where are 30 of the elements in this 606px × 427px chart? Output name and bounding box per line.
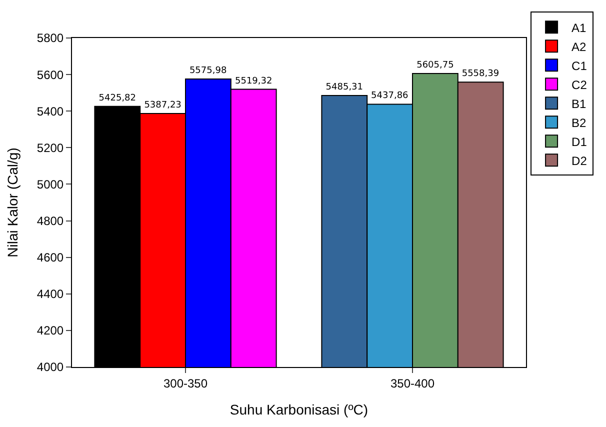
- x-tick-label: 300-350: [163, 376, 208, 390]
- y-tick-label: 4200: [36, 324, 64, 338]
- data-label: 5558,39: [462, 69, 500, 80]
- data-label: 5575,98: [189, 66, 227, 76]
- y-tick-label: 4400: [36, 287, 64, 302]
- y-tick-label: 5600: [36, 68, 64, 82]
- y-tick-label: 4000: [36, 360, 64, 374]
- data-label: 5485,31: [326, 82, 364, 93]
- legend-label: A2: [572, 40, 587, 54]
- legend-label: C1: [572, 58, 588, 73]
- legend-label: D1: [572, 134, 588, 149]
- y-tick-label: 5400: [36, 104, 64, 118]
- data-label: 5437,86: [371, 91, 409, 102]
- y-tick-label: 5800: [36, 31, 64, 46]
- data-label: 5387,23: [144, 100, 182, 110]
- y-tick-label: 4800: [36, 214, 64, 228]
- data-label: 5519,32: [234, 76, 272, 86]
- x-axis-title: Suhu Karbonisasi (ºC): [230, 402, 368, 418]
- y-tick-label: 5200: [36, 140, 64, 155]
- legend-label: B2: [572, 116, 587, 130]
- y-tick-label: 4600: [36, 250, 64, 265]
- y-tick-label: 5000: [36, 177, 64, 192]
- legend-label: D2: [572, 154, 588, 168]
- legend-label: B1: [572, 96, 587, 111]
- x-tick-label: 350-400: [390, 376, 435, 390]
- legend-label: A1: [572, 20, 587, 35]
- y-axis-title: Nilai Kalor (Cal/g): [4, 148, 20, 258]
- legend-label: C2: [572, 78, 588, 92]
- data-label: 5605,75: [416, 60, 454, 70]
- data-label: 5425,82: [98, 93, 136, 104]
